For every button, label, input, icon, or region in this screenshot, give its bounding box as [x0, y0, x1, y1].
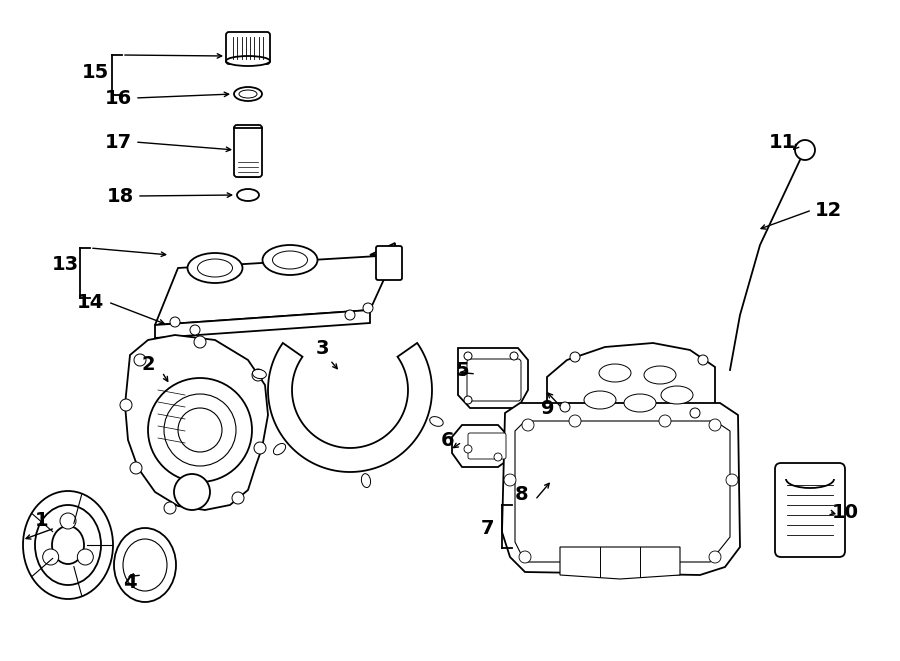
- Ellipse shape: [661, 386, 693, 404]
- Circle shape: [504, 474, 516, 486]
- Ellipse shape: [114, 528, 176, 602]
- Circle shape: [570, 352, 580, 362]
- Circle shape: [178, 408, 222, 452]
- Polygon shape: [452, 425, 512, 467]
- Ellipse shape: [239, 90, 257, 98]
- Text: 6: 6: [441, 430, 454, 449]
- FancyBboxPatch shape: [376, 246, 402, 280]
- Circle shape: [232, 492, 244, 504]
- Circle shape: [190, 325, 200, 335]
- Circle shape: [170, 317, 180, 327]
- Ellipse shape: [429, 416, 443, 426]
- Polygon shape: [268, 343, 432, 472]
- FancyBboxPatch shape: [468, 433, 506, 459]
- Text: 5: 5: [455, 360, 469, 379]
- Text: 13: 13: [51, 256, 78, 274]
- Circle shape: [134, 354, 146, 366]
- Circle shape: [690, 408, 700, 418]
- Circle shape: [522, 419, 534, 431]
- Text: 4: 4: [123, 572, 137, 592]
- Ellipse shape: [273, 251, 308, 269]
- Circle shape: [148, 378, 252, 482]
- Ellipse shape: [584, 391, 616, 409]
- Circle shape: [698, 355, 708, 365]
- Polygon shape: [458, 348, 528, 408]
- Text: 11: 11: [769, 132, 796, 151]
- Polygon shape: [155, 255, 395, 325]
- Ellipse shape: [237, 189, 259, 201]
- Circle shape: [164, 502, 176, 514]
- Text: 8: 8: [515, 485, 529, 504]
- Polygon shape: [155, 310, 370, 338]
- Circle shape: [569, 415, 581, 427]
- Ellipse shape: [599, 364, 631, 382]
- Ellipse shape: [644, 366, 676, 384]
- Circle shape: [560, 402, 570, 412]
- Circle shape: [614, 559, 626, 571]
- Text: 9: 9: [541, 399, 554, 418]
- Ellipse shape: [187, 253, 242, 283]
- Polygon shape: [125, 335, 268, 510]
- Circle shape: [60, 513, 76, 529]
- Ellipse shape: [197, 259, 232, 277]
- Text: 10: 10: [832, 502, 859, 522]
- Ellipse shape: [23, 491, 113, 599]
- Circle shape: [42, 549, 58, 565]
- Circle shape: [726, 474, 738, 486]
- Text: 3: 3: [315, 338, 328, 358]
- Polygon shape: [560, 547, 680, 579]
- Circle shape: [345, 310, 355, 320]
- Circle shape: [709, 551, 721, 563]
- Text: 7: 7: [482, 518, 495, 537]
- Circle shape: [254, 442, 266, 454]
- Circle shape: [120, 399, 132, 411]
- Ellipse shape: [274, 444, 285, 455]
- Circle shape: [164, 394, 236, 466]
- Text: 16: 16: [104, 89, 131, 108]
- Ellipse shape: [253, 369, 266, 379]
- Circle shape: [130, 462, 142, 474]
- Ellipse shape: [234, 87, 262, 101]
- Circle shape: [363, 303, 373, 313]
- FancyBboxPatch shape: [775, 463, 845, 557]
- Ellipse shape: [52, 526, 84, 564]
- Circle shape: [77, 549, 94, 565]
- Circle shape: [194, 336, 206, 348]
- Circle shape: [174, 474, 210, 510]
- Circle shape: [464, 396, 472, 404]
- FancyBboxPatch shape: [226, 32, 270, 64]
- Circle shape: [494, 453, 502, 461]
- Text: 18: 18: [106, 186, 133, 206]
- Text: 17: 17: [104, 132, 131, 151]
- Text: 15: 15: [81, 63, 109, 81]
- Ellipse shape: [35, 505, 101, 585]
- Circle shape: [519, 551, 531, 563]
- Polygon shape: [502, 403, 740, 575]
- Polygon shape: [370, 243, 395, 255]
- Ellipse shape: [624, 394, 656, 412]
- Circle shape: [464, 445, 472, 453]
- Text: 1: 1: [35, 510, 49, 529]
- Ellipse shape: [123, 539, 167, 591]
- Ellipse shape: [263, 245, 318, 275]
- Ellipse shape: [362, 474, 371, 488]
- Polygon shape: [515, 421, 730, 562]
- FancyBboxPatch shape: [234, 125, 262, 177]
- FancyBboxPatch shape: [467, 359, 521, 401]
- Text: 12: 12: [814, 200, 842, 219]
- Text: 14: 14: [76, 293, 104, 311]
- Polygon shape: [547, 343, 715, 437]
- Circle shape: [795, 140, 815, 160]
- Circle shape: [252, 369, 264, 381]
- Circle shape: [510, 352, 518, 360]
- Circle shape: [659, 415, 671, 427]
- Circle shape: [709, 419, 721, 431]
- Text: 2: 2: [141, 356, 155, 375]
- Ellipse shape: [226, 56, 270, 66]
- Circle shape: [464, 352, 472, 360]
